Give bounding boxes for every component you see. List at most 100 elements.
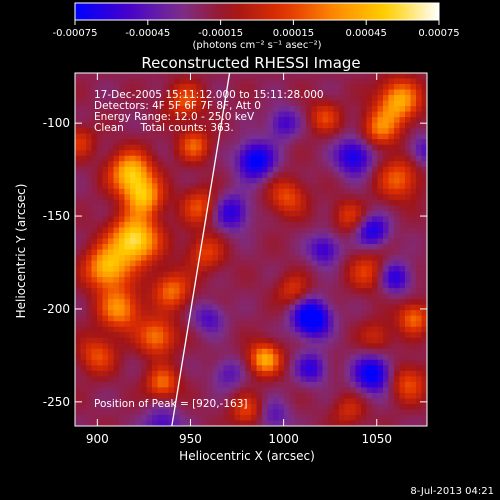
heatmap-cell [135, 177, 142, 184]
heatmap-cell [163, 343, 170, 350]
heatmap-cell [75, 210, 82, 218]
heatmap-cell [190, 111, 197, 118]
heatmap-cell [355, 420, 362, 426]
heatmap-cell [256, 348, 263, 355]
heatmap-cell [328, 155, 335, 162]
heatmap-cell [399, 166, 406, 173]
heatmap-cell [108, 332, 115, 339]
heatmap-cell [300, 150, 307, 157]
heatmap-cell [119, 365, 126, 372]
heatmap-cell [91, 293, 98, 300]
heatmap-cell [350, 315, 357, 322]
heatmap-cell [361, 227, 368, 234]
heatmap-cell [218, 95, 225, 102]
heatmap-cell [86, 282, 93, 289]
heatmap-cell [311, 310, 318, 317]
heatmap-cell [113, 392, 120, 400]
heatmap-cell [361, 117, 368, 124]
heatmap-cell [185, 398, 192, 405]
heatmap-cell [339, 249, 346, 256]
heatmap-cell [322, 348, 329, 355]
heatmap-cell [229, 332, 236, 339]
heatmap-cell [207, 89, 214, 96]
heatmap-cell [405, 117, 412, 124]
heatmap-cell [75, 100, 82, 107]
heatmap-cell [245, 205, 252, 212]
heatmap-cell [190, 365, 197, 372]
heatmap-cell [157, 133, 164, 140]
heatmap-cell [240, 420, 247, 426]
heatmap-cell [207, 243, 214, 251]
heatmap-cell [130, 161, 137, 168]
heatmap-cell [157, 216, 164, 223]
heatmap-cell [113, 321, 120, 328]
heatmap-cell [234, 326, 241, 333]
heatmap-cell [124, 315, 131, 322]
heatmap-cell [146, 84, 153, 91]
heatmap-cell [317, 260, 324, 267]
x-axis-label: Heliocentric X (arcsec) [179, 449, 315, 463]
heatmap-cell [91, 122, 98, 129]
heatmap-cell [157, 106, 164, 113]
heatmap-cell [339, 255, 346, 262]
heatmap-cell [300, 370, 307, 377]
heatmap-cell [91, 139, 98, 146]
heatmap-cell [86, 166, 93, 173]
heatmap-cell [97, 277, 104, 284]
heatmap-cell [212, 282, 219, 289]
heatmap-cell [196, 78, 203, 85]
heatmap-cell [207, 133, 214, 140]
heatmap-cell [410, 133, 417, 140]
heatmap-cell [163, 354, 170, 361]
heatmap-cell [284, 321, 291, 328]
heatmap-cell [146, 128, 153, 135]
heatmap [75, 73, 427, 426]
heatmap-cell [339, 194, 346, 201]
heatmap-cell [86, 387, 93, 394]
heatmap-cell [190, 205, 197, 212]
heatmap-cell [157, 387, 164, 394]
heatmap-cell [97, 232, 104, 240]
heatmap-cell [80, 144, 87, 151]
heatmap-cell [229, 221, 236, 229]
heatmap-cell [201, 177, 208, 184]
heatmap-cell [322, 133, 329, 140]
heatmap-cell [135, 188, 142, 195]
heatmap-cell [328, 232, 335, 240]
heatmap-cell [388, 194, 395, 201]
heatmap-cell [245, 89, 252, 96]
heatmap-cell [355, 282, 362, 289]
heatmap-cell [251, 266, 258, 273]
heatmap-cell [273, 326, 280, 333]
heatmap-cell [361, 299, 368, 306]
colorbar-tick-label: -0.00015 [198, 28, 243, 39]
heatmap-cell [86, 277, 93, 284]
heatmap-cell [119, 243, 126, 251]
heatmap-cell [355, 111, 362, 118]
heatmap-cell [405, 310, 412, 317]
heatmap-cell [97, 194, 104, 201]
heatmap-cell [366, 161, 373, 168]
heatmap-cell [328, 381, 335, 388]
heatmap-cell [372, 321, 379, 328]
heatmap-cell [102, 78, 109, 85]
heatmap-cell [245, 216, 252, 223]
heatmap-cell [311, 243, 318, 251]
heatmap-cell [91, 133, 98, 140]
heatmap-cell [80, 332, 87, 339]
heatmap-cell [223, 326, 230, 333]
heatmap-cell [146, 106, 153, 113]
heatmap-cell [388, 332, 395, 339]
heatmap-cell [421, 194, 427, 201]
heatmap-cell [146, 326, 153, 333]
heatmap-cell [108, 117, 115, 124]
heatmap-cell [377, 216, 384, 223]
heatmap-cell [388, 227, 395, 234]
heatmap-cell [399, 365, 406, 372]
heatmap-cell [317, 409, 324, 416]
heatmap-cell [146, 89, 153, 96]
heatmap-cell [388, 249, 395, 256]
heatmap-cell [229, 321, 236, 328]
heatmap-cell [366, 139, 373, 146]
heatmap-cell [289, 321, 296, 328]
